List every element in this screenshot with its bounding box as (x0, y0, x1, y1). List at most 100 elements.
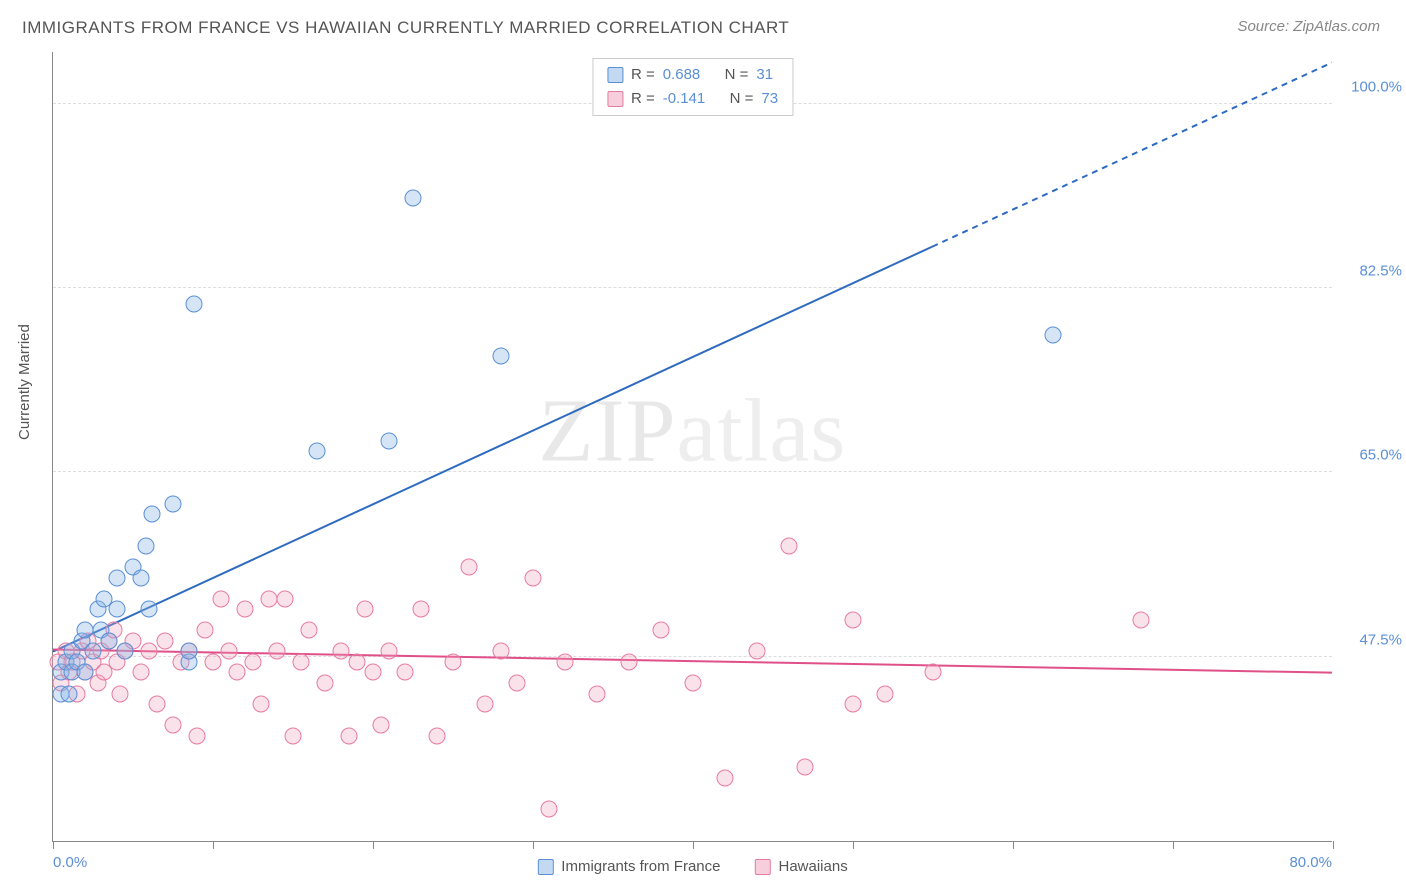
data-point-france (144, 506, 161, 523)
gridline (53, 471, 1332, 472)
x-tick (1333, 841, 1334, 849)
data-point-hawaiians (477, 696, 494, 713)
data-point-france (109, 601, 126, 618)
data-point-hawaiians (685, 675, 702, 692)
data-point-france (381, 432, 398, 449)
data-point-france (77, 664, 94, 681)
data-point-hawaiians (285, 727, 302, 744)
data-point-hawaiians (341, 727, 358, 744)
data-point-hawaiians (197, 622, 214, 639)
data-point-hawaiians (797, 759, 814, 776)
y-tick-label: 82.5% (1342, 263, 1402, 280)
data-point-hawaiians (589, 685, 606, 702)
data-point-hawaiians (253, 696, 270, 713)
data-point-hawaiians (165, 717, 182, 734)
data-point-hawaiians (141, 643, 158, 660)
data-point-hawaiians (653, 622, 670, 639)
data-point-hawaiians (221, 643, 238, 660)
data-point-hawaiians (237, 601, 254, 618)
x-tick (533, 841, 534, 849)
data-point-hawaiians (112, 685, 129, 702)
data-point-hawaiians (365, 664, 382, 681)
data-point-france (405, 190, 422, 207)
data-point-hawaiians (557, 653, 574, 670)
data-point-france (309, 443, 326, 460)
chart-title: IMMIGRANTS FROM FRANCE VS HAWAIIAN CURRE… (22, 18, 789, 38)
data-point-hawaiians (1133, 611, 1150, 628)
legend-item-france: Immigrants from France (537, 858, 720, 875)
data-point-hawaiians (189, 727, 206, 744)
x-tick (693, 841, 694, 849)
data-point-france (109, 569, 126, 586)
data-point-hawaiians (525, 569, 542, 586)
data-point-hawaiians (149, 696, 166, 713)
swatch-france-icon (607, 67, 623, 83)
x-tick (1013, 841, 1014, 849)
data-point-hawaiians (845, 611, 862, 628)
data-point-hawaiians (357, 601, 374, 618)
y-tick-label: 100.0% (1342, 78, 1402, 95)
legend-label: Hawaiians (779, 858, 848, 875)
data-point-hawaiians (213, 590, 230, 607)
data-point-hawaiians (429, 727, 446, 744)
data-point-hawaiians (317, 675, 334, 692)
data-point-hawaiians (877, 685, 894, 702)
data-point-hawaiians (493, 643, 510, 660)
x-tick (853, 841, 854, 849)
data-point-hawaiians (333, 643, 350, 660)
data-point-hawaiians (413, 601, 430, 618)
y-tick-label: 47.5% (1342, 631, 1402, 648)
x-axis-max: 80.0% (1289, 854, 1332, 871)
legend-row-france: R = 0.688 N = 31 (607, 63, 778, 87)
legend-label: Immigrants from France (561, 858, 720, 875)
data-point-hawaiians (245, 653, 262, 670)
data-point-hawaiians (373, 717, 390, 734)
data-point-hawaiians (269, 643, 286, 660)
x-tick (1173, 841, 1174, 849)
data-point-france (1045, 327, 1062, 344)
legend-item-hawaiians: Hawaiians (755, 858, 848, 875)
legend-series: Immigrants from France Hawaiians (537, 858, 847, 875)
watermark: ZIPatlas (539, 379, 847, 482)
x-tick (373, 841, 374, 849)
data-point-france (165, 495, 182, 512)
data-point-hawaiians (445, 653, 462, 670)
legend-row-hawaiians: R = -0.141 N = 73 (607, 87, 778, 111)
data-point-hawaiians (381, 643, 398, 660)
data-point-hawaiians (293, 653, 310, 670)
data-point-hawaiians (541, 801, 558, 818)
data-point-france (137, 538, 154, 555)
swatch-hawaiians-icon (755, 859, 771, 875)
data-point-france (181, 643, 198, 660)
data-point-hawaiians (717, 769, 734, 786)
swatch-hawaiians-icon (607, 91, 623, 107)
data-point-france (101, 632, 118, 649)
x-axis-min: 0.0% (53, 854, 87, 871)
data-point-france (133, 569, 150, 586)
data-point-hawaiians (461, 559, 478, 576)
gridline (53, 287, 1332, 288)
x-tick (213, 841, 214, 849)
data-point-france (493, 348, 510, 365)
data-point-france (85, 643, 102, 660)
data-point-hawaiians (301, 622, 318, 639)
data-point-hawaiians (845, 696, 862, 713)
data-point-hawaiians (205, 653, 222, 670)
swatch-france-icon (537, 859, 553, 875)
data-point-hawaiians (261, 590, 278, 607)
data-point-hawaiians (509, 675, 526, 692)
data-point-hawaiians (621, 653, 638, 670)
data-point-hawaiians (925, 664, 942, 681)
data-point-france (61, 685, 78, 702)
x-tick (53, 841, 54, 849)
y-axis-label: Currently Married (16, 324, 33, 440)
y-tick-label: 65.0% (1342, 447, 1402, 464)
data-point-hawaiians (157, 632, 174, 649)
data-point-france (117, 643, 134, 660)
data-point-france (77, 622, 94, 639)
data-point-hawaiians (749, 643, 766, 660)
plot-area: ZIPatlas 47.5%65.0%82.5%100.0% R = 0.688… (52, 52, 1332, 842)
data-point-hawaiians (397, 664, 414, 681)
data-point-hawaiians (781, 538, 798, 555)
legend-stats: R = 0.688 N = 31 R = -0.141 N = 73 (592, 58, 793, 116)
